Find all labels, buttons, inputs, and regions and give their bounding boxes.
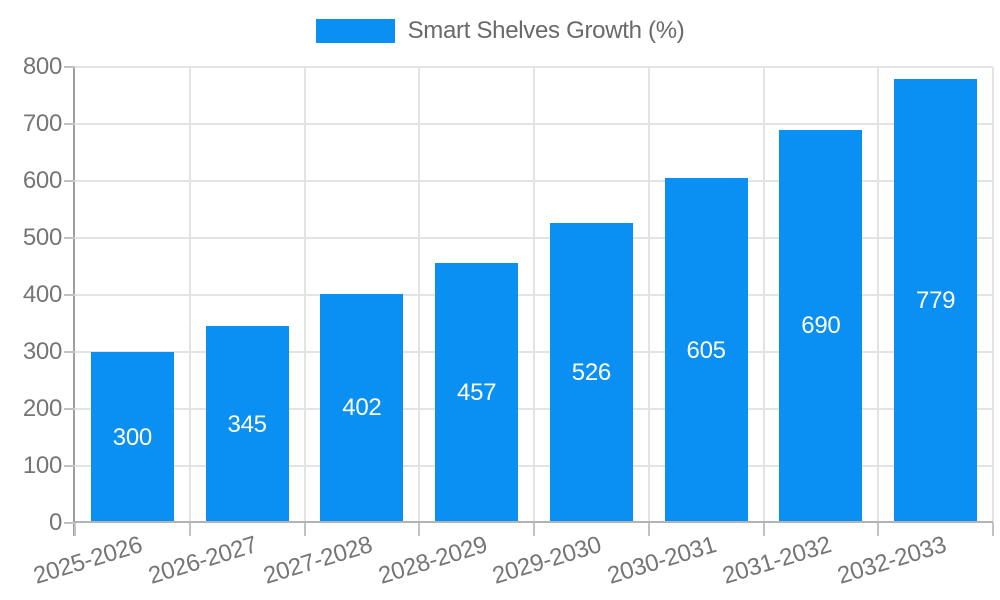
y-axis-tick xyxy=(64,294,75,296)
x-tick-label: 2026-2027 xyxy=(145,531,261,590)
y-axis-tick xyxy=(64,237,75,239)
x-tick-label: 2031-2032 xyxy=(719,531,835,590)
y-axis-tick xyxy=(64,522,75,524)
bar-value-label: 300 xyxy=(112,423,152,451)
gridline-vertical xyxy=(533,67,535,523)
y-axis-line xyxy=(73,66,75,536)
gridline-vertical xyxy=(303,67,306,523)
bar: 345 xyxy=(205,326,289,523)
y-tick-label: 600 xyxy=(22,167,62,194)
x-axis-tick xyxy=(418,523,421,536)
x-axis-tick xyxy=(303,523,306,536)
bar: 526 xyxy=(549,223,633,523)
bar: 605 xyxy=(664,178,748,523)
bar: 690 xyxy=(779,129,863,523)
bar: 779 xyxy=(894,78,978,523)
bar: 300 xyxy=(90,352,174,523)
x-axis-line xyxy=(75,521,993,523)
x-tick-label: 2028-2029 xyxy=(374,531,490,590)
gridline-vertical xyxy=(418,67,421,523)
y-axis-tick xyxy=(64,66,75,68)
x-axis-tick xyxy=(647,523,650,536)
bar-value-label: 345 xyxy=(227,410,267,438)
bar-value-label: 526 xyxy=(571,359,611,387)
y-axis-tick xyxy=(64,180,75,182)
gridline-vertical xyxy=(188,67,191,523)
bar-value-label: 779 xyxy=(916,286,956,314)
y-tick-label: 300 xyxy=(22,338,62,365)
bar-value-label: 457 xyxy=(457,378,497,406)
legend: Smart Shelves Growth (%) xyxy=(0,19,1000,43)
y-tick-label: 0 xyxy=(48,509,62,536)
y-axis-tick xyxy=(64,408,75,410)
y-tick-label: 800 xyxy=(22,53,62,80)
legend-swatch xyxy=(315,19,395,43)
bar: 457 xyxy=(435,262,519,523)
x-axis-tick xyxy=(762,523,765,536)
x-axis-tick xyxy=(877,523,880,536)
bar-value-label: 690 xyxy=(801,312,841,340)
bar-value-label: 605 xyxy=(686,336,726,364)
y-axis-tick xyxy=(64,123,75,125)
y-tick-label: 500 xyxy=(22,224,62,251)
bar: 402 xyxy=(320,293,404,523)
x-tick-label: 2030-2031 xyxy=(604,531,720,590)
y-tick-label: 100 xyxy=(22,452,62,479)
legend-label: Smart Shelves Growth (%) xyxy=(407,17,685,44)
x-axis-tick xyxy=(74,523,76,536)
y-axis-tick xyxy=(64,465,75,467)
x-tick-label: 2025-2026 xyxy=(30,531,146,590)
gridline-vertical xyxy=(877,67,880,523)
gridline-vertical xyxy=(992,67,994,523)
x-axis-tick xyxy=(188,523,191,536)
bar-value-label: 402 xyxy=(342,394,382,422)
y-axis-tick xyxy=(64,351,75,353)
x-axis-tick xyxy=(533,523,535,536)
y-tick-label: 700 xyxy=(22,110,62,137)
x-tick-label: 2027-2028 xyxy=(260,531,376,590)
x-tick-label: 2032-2033 xyxy=(833,531,949,590)
plot-area: 0 100 200 300 400 500 600 700 800 300 345 402 457 526… xyxy=(23,54,994,590)
x-tick-label: 2029-2030 xyxy=(489,531,605,590)
x-axis-tick xyxy=(992,523,994,536)
y-tick-label: 400 xyxy=(22,281,62,308)
gridline-vertical xyxy=(647,67,650,523)
gridline-vertical xyxy=(762,67,765,523)
y-tick-label: 200 xyxy=(22,395,62,422)
